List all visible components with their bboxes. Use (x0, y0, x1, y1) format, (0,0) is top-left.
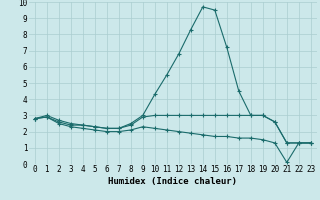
X-axis label: Humidex (Indice chaleur): Humidex (Indice chaleur) (108, 177, 237, 186)
